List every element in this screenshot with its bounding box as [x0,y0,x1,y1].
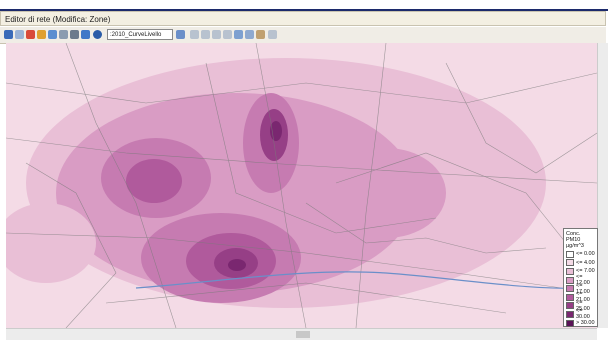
legend-swatch [566,302,574,310]
tool-button[interactable] [37,30,46,39]
legend-entry: <= 12.00 [566,274,595,287]
legend: Conc. PM10 µg/m^3 <= 0.00 <= 4.00 <= 7.00 <… [563,228,598,327]
tool-button[interactable] [48,30,57,39]
legend-swatch [566,276,574,284]
legend-entry: <= 21.00 [566,291,595,304]
legend-label: <= 4.00 [576,259,595,266]
scroll-thumb[interactable] [296,331,310,338]
tool-button[interactable] [256,30,265,39]
river [135,271,597,290]
horizontal-scrollbar[interactable] [6,328,597,340]
legend-unit: µg/m^3 [566,243,584,249]
legend-entry: <= 30.00 [566,308,595,321]
legend-swatch [566,259,574,267]
legend-swatch [566,310,574,318]
legend-swatch [566,250,574,258]
tool-button[interactable] [59,30,68,39]
legend-label: <= 25.00 [576,299,590,312]
tool-button[interactable] [201,30,210,39]
layer-dropdown[interactable]: :2010_CurveLivello [107,29,173,40]
legend-items: <= 0.00 <= 4.00 <= 7.00 <= 12.00 <= 17.00 <= … [566,250,595,327]
legend-label: <= 17.00 [576,282,590,295]
legend-swatch [566,293,574,301]
legend-label: <= 7.00 [576,268,595,275]
map-view[interactable] [6,43,597,328]
concentration-contours [6,58,546,308]
toolbar: :2010_CurveLivello [0,27,606,44]
tool-button[interactable] [223,30,232,39]
legend-entry: > 30.00 [566,319,595,328]
tool-button[interactable] [212,30,221,39]
tool-button[interactable] [245,30,254,39]
legend-entry: <= 7.00 [566,267,595,276]
legend-entry: <= 25.00 [566,299,595,312]
legend-swatch [566,267,574,275]
legend-label: <= 30.00 [576,308,590,321]
window-title: Editor di rete (Modifica: Zone) [0,11,606,26]
tool-button[interactable] [70,30,79,39]
legend-label: <= 21.00 [576,291,590,304]
tool-button[interactable] [15,30,24,39]
legend-swatch [566,285,574,293]
tool-button[interactable] [4,30,13,39]
legend-entry: <= 17.00 [566,282,595,295]
tool-button[interactable] [176,30,185,39]
top-strip [0,0,608,11]
tool-button[interactable] [190,30,199,39]
legend-entry: <= 4.00 [566,259,595,268]
legend-label: <= 0.00 [576,251,595,258]
legend-swatch [566,319,574,327]
legend-entry: <= 0.00 [566,250,595,259]
legend-label: > 30.00 [576,320,595,327]
legend-label: <= 12.00 [576,274,590,287]
tool-button[interactable] [268,30,277,39]
vertical-scrollbar[interactable] [597,43,608,328]
tool-button[interactable] [234,30,243,39]
road-network [6,43,597,328]
tool-button[interactable] [26,30,35,39]
tool-button[interactable] [81,30,90,39]
legend-title: Conc. PM10 [566,231,581,243]
tool-button[interactable] [93,30,102,39]
